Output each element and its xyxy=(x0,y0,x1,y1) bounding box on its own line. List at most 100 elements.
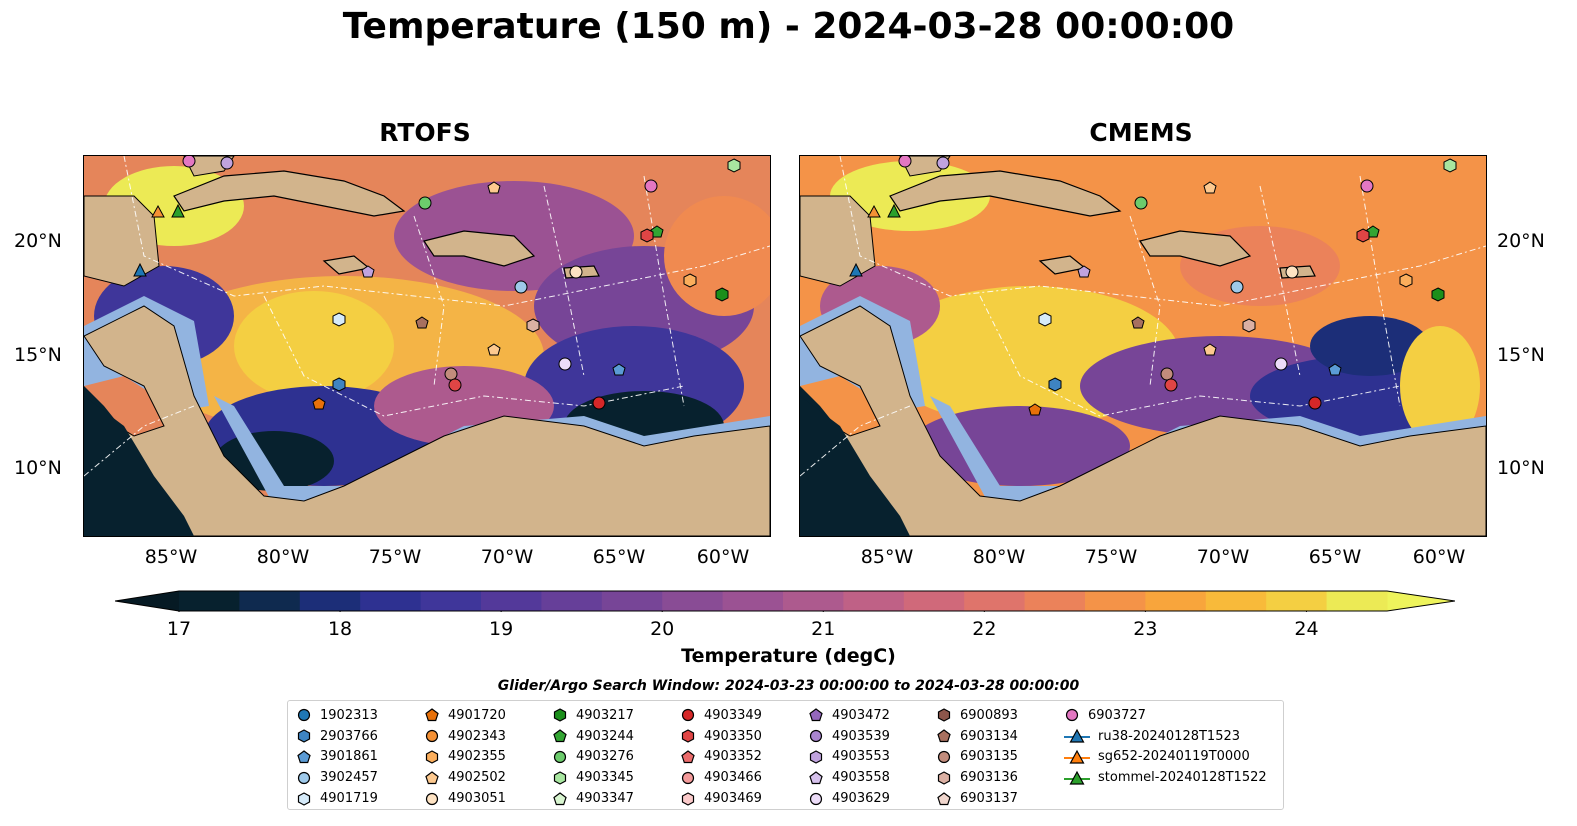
legend-marker-icon xyxy=(937,708,951,723)
legend-item-label: 6903137 xyxy=(960,791,1018,807)
legend-marker-icon xyxy=(425,730,439,743)
legend-item: 4903345 xyxy=(552,767,634,788)
legend-item-label: 4903472 xyxy=(832,707,890,723)
legend-marker-icon xyxy=(425,792,439,805)
legend-item-label: 4903349 xyxy=(704,707,762,723)
legend-item-label: 4903350 xyxy=(704,728,762,744)
legend-column: 4903349 4903350 4903352 4903466 4903469 xyxy=(680,705,762,809)
colorbar-swatch xyxy=(903,591,965,611)
legend-column: 6903727 ru38-20240128T1523 sg652-20240119T… xyxy=(1064,705,1267,788)
colorbar-swatch xyxy=(1145,591,1207,611)
lon-label-70w-right: 70°W xyxy=(1196,546,1250,568)
legend-item: 4903553 xyxy=(808,747,890,768)
legend-item-label: 4903244 xyxy=(576,728,634,744)
legend-item-label: 4903469 xyxy=(704,791,762,807)
legend-item: 4903469 xyxy=(680,788,762,809)
colorbar-swatch xyxy=(179,591,240,611)
legend-marker-icon xyxy=(425,750,439,764)
legend-item-label: 4903276 xyxy=(576,749,634,765)
colorbar-swatch xyxy=(481,591,542,611)
legend-marker-icon xyxy=(809,792,823,805)
lon-label-60w-left: 60°W xyxy=(696,546,750,568)
legend-item-label: 3901861 xyxy=(320,749,378,765)
colorbar-tick-label: 21 xyxy=(811,618,836,640)
legend-item-label: 4901719 xyxy=(320,791,378,807)
legend-marker-icon xyxy=(553,750,567,764)
legend-item: 2903766 xyxy=(296,726,378,747)
legend-marker-icon xyxy=(809,730,823,743)
legend-item: 1902313 xyxy=(296,705,378,726)
colorbar-swatch xyxy=(420,591,482,611)
legend-item: 4903349 xyxy=(680,705,762,726)
legend-marker-icon xyxy=(937,791,951,805)
lon-label-65w-right: 65°W xyxy=(1308,546,1362,568)
legend-item-label: 6900893 xyxy=(960,707,1018,723)
colorbar-swatch xyxy=(783,591,844,611)
map-cmems xyxy=(799,155,1487,537)
legend-column: 4903472 4903539 4903553 4903558 4903629 xyxy=(808,705,890,809)
legend-item-label: stommel-20240128T1522 xyxy=(1098,770,1267,786)
legend-item: 4902502 xyxy=(424,767,506,788)
legend-item-label: 1902313 xyxy=(320,707,378,723)
legend-item-label: ru38-20240128T1523 xyxy=(1098,728,1241,744)
legend-marker-icon xyxy=(937,750,951,764)
legend-item-label: 4903217 xyxy=(576,707,634,723)
colorbar-swatch xyxy=(1326,591,1388,611)
legend-item: 4903244 xyxy=(552,726,634,747)
lat-label-10n-right: 10°N xyxy=(1497,457,1545,479)
legend-marker-icon xyxy=(809,771,823,784)
legend-item: 4903347 xyxy=(552,788,634,809)
lon-label-70w-left: 70°W xyxy=(480,546,534,568)
legend-item: 6903135 xyxy=(936,747,1018,768)
colorbar-swatch xyxy=(662,591,724,611)
legend-marker-icon xyxy=(553,708,567,723)
panel-title-rtofs: RTOFS xyxy=(379,118,471,147)
legend-item: 3901861 xyxy=(296,747,378,768)
legend-item: 4901719 xyxy=(296,788,378,809)
legend-item: 4903352 xyxy=(680,747,762,768)
legend-column: 6900893 6903134 6903135 6903136 6903137 xyxy=(936,705,1018,809)
legend-item: 6903136 xyxy=(936,767,1018,788)
colorbar-tick-label: 24 xyxy=(1294,618,1319,640)
legend-item-label: 4903051 xyxy=(448,791,506,807)
legend-marker-icon xyxy=(553,729,567,743)
legend-marker-icon xyxy=(553,791,567,805)
legend-marker-icon xyxy=(425,708,439,722)
legend-item-label: 4903539 xyxy=(832,728,890,744)
legend-item-label: 4903558 xyxy=(832,770,890,786)
legend-item: 4903051 xyxy=(424,788,506,809)
legend-column: 1902313 2903766 3901861 3902457 4901719 xyxy=(296,705,378,809)
legend-item-label: 4903629 xyxy=(832,791,890,807)
colorbar-swatch xyxy=(601,591,663,611)
colorbar-swatch xyxy=(843,591,905,611)
legend-item: stommel-20240128T1522 xyxy=(1064,767,1267,788)
legend-item: 4903217 xyxy=(552,705,634,726)
colorbar-tick-label: 22 xyxy=(972,618,997,640)
colorbar-tick-label: 18 xyxy=(327,618,353,640)
lon-label-75w-right: 75°W xyxy=(1084,546,1138,568)
legend-item-label: 6903727 xyxy=(1088,707,1146,723)
legend-item: 6900893 xyxy=(936,705,1018,726)
legend-marker-icon xyxy=(1064,749,1090,764)
legend-marker-icon xyxy=(297,750,311,764)
legend: 1902313 2903766 3901861 3902457 4901719 49017… xyxy=(287,700,1284,810)
legend-item: 6903134 xyxy=(936,726,1018,747)
colorbar-swatch xyxy=(964,591,1026,611)
colorbar-swatch xyxy=(1085,591,1146,611)
legend-item: 4903466 xyxy=(680,767,762,788)
legend-item-label: 4903347 xyxy=(576,791,634,807)
colorbar-label: Temperature (degC) xyxy=(681,645,896,667)
lon-label-60w-right: 60°W xyxy=(1412,546,1466,568)
legend-item-label: 4902502 xyxy=(448,770,506,786)
legend-column: 4903217 4903244 4903276 4903345 4903347 xyxy=(552,705,634,809)
legend-item-label: sg652-20240119T0000 xyxy=(1098,749,1250,765)
legend-marker-icon xyxy=(681,771,695,784)
search-window-text: Glider/Argo Search Window: 2024-03-23 00… xyxy=(497,678,1080,694)
legend-marker-icon xyxy=(681,791,695,806)
legend-marker-icon xyxy=(937,771,951,785)
colorbar-tick-label: 23 xyxy=(1133,618,1158,640)
legend-marker-icon xyxy=(297,771,311,784)
legend-marker-icon xyxy=(681,709,695,722)
legend-marker-icon xyxy=(553,771,567,785)
lon-label-85w-left: 85°W xyxy=(144,546,198,568)
